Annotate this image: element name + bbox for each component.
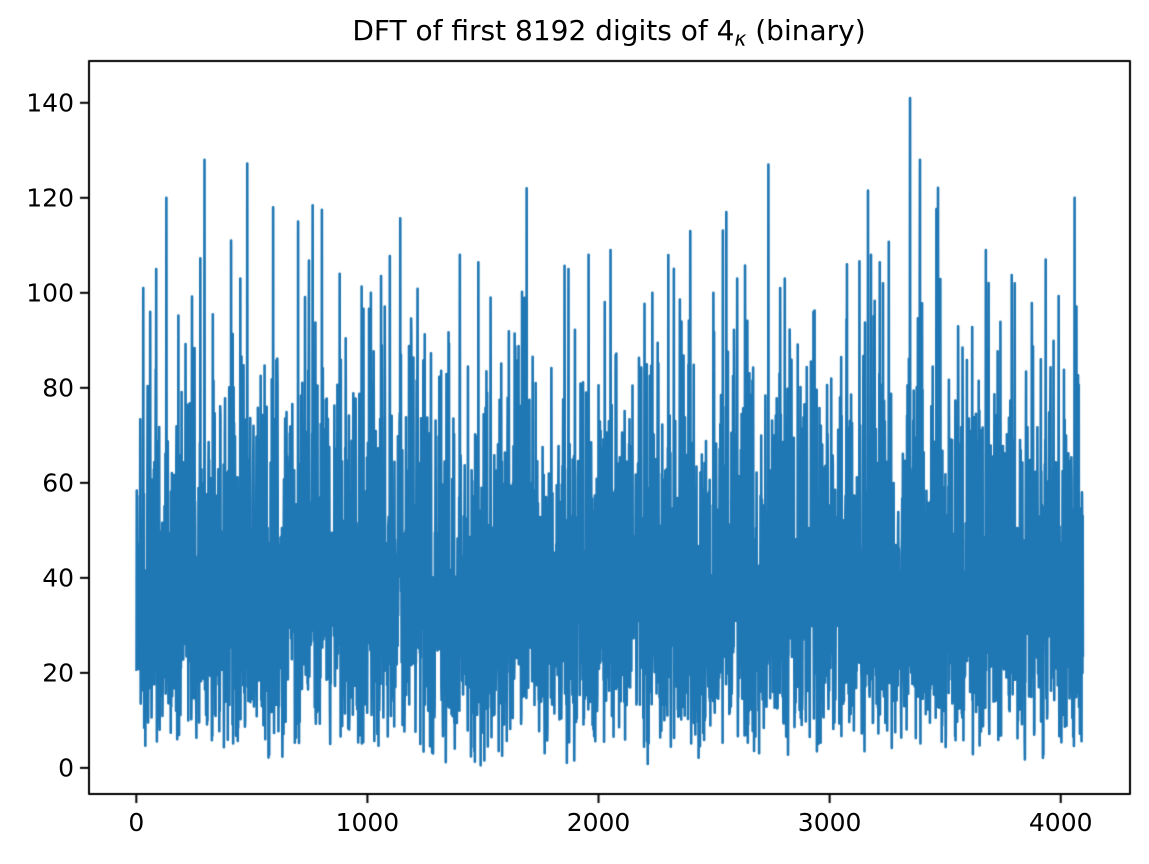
y-tick-label: 60 xyxy=(42,468,74,498)
chart-title-kappa-subscript: κ xyxy=(734,26,747,51)
chart-title-prefix: DFT of first 8192 digits of 4 xyxy=(352,14,735,47)
y-tick-label: 20 xyxy=(42,658,74,688)
y-tick-label: 0 xyxy=(58,753,74,783)
x-tick-label: 3000 xyxy=(797,808,862,837)
y-tick-label: 140 xyxy=(26,88,74,118)
x-tick-label: 2000 xyxy=(566,808,631,837)
y-tick-label: 80 xyxy=(42,373,74,403)
y-tick-label: 120 xyxy=(26,183,74,213)
x-tick-label: 0 xyxy=(128,808,145,837)
x-tick-label: 4000 xyxy=(1028,808,1093,837)
chart-title: DFT of first 8192 digits of 4κ (binary) xyxy=(352,14,865,51)
x-tick-label: 1000 xyxy=(335,808,400,837)
chart-title-suffix: (binary) xyxy=(746,14,866,47)
y-tick-label: 40 xyxy=(42,563,74,593)
y-tick-label: 100 xyxy=(26,278,74,308)
